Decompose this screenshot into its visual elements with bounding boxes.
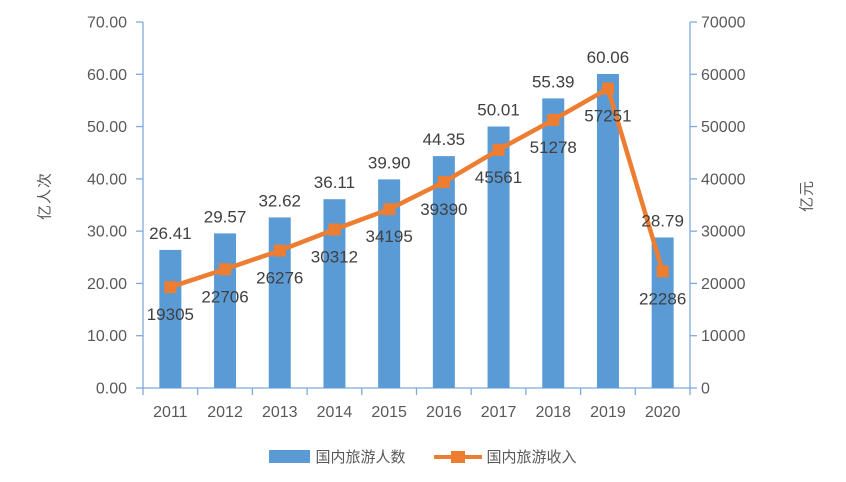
legend-item-bar-series: 国内旅游人数 (269, 446, 406, 467)
right-axis-tick-label: 50000 (701, 119, 746, 136)
line-value-label: 22706 (201, 287, 248, 306)
bar-value-label: 36.11 (314, 173, 355, 192)
legend-label-bar-series: 国内旅游人数 (315, 449, 406, 466)
line-value-label: 22286 (639, 289, 686, 308)
bar (651, 237, 674, 388)
line-marker (437, 176, 450, 189)
line-series-path (169, 86, 665, 290)
x-axis-label: 2013 (262, 404, 298, 421)
x-axis-label: 2012 (207, 404, 243, 421)
x-axis-label: 2014 (317, 404, 353, 421)
bar-value-label: 44.35 (423, 130, 466, 149)
left-axis-tick-label: 30.00 (87, 224, 127, 241)
line-marker (656, 265, 669, 278)
line-value-label: 19305 (147, 305, 194, 324)
bar (487, 126, 510, 389)
line-value-label: 39390 (420, 200, 467, 219)
right-axis-tick-label: 10000 (701, 328, 746, 345)
left-axis-tick-label: 60.00 (87, 67, 127, 84)
line-value-label: 30312 (311, 248, 358, 267)
right-axis-tick-label: 30000 (701, 224, 746, 241)
right-axis-tick-label: 20000 (701, 276, 746, 293)
bar-value-label: 32.62 (258, 191, 301, 210)
left-axis-tick-label: 0.00 (96, 381, 127, 398)
line-marker (383, 203, 396, 216)
line-value-label: 26276 (256, 269, 303, 288)
bar-value-label: 60.06 (587, 48, 630, 67)
bar (596, 73, 619, 389)
bar-value-label: 29.57 (204, 207, 247, 226)
left-axis-tick-label: 20.00 (87, 276, 127, 293)
right-axis-tick-label: 70000 (701, 15, 746, 32)
line-marker (328, 223, 341, 236)
line-value-label: 51278 (530, 138, 577, 157)
chart-legend: 国内旅游人数 国内旅游收入 (0, 446, 846, 467)
line-value-label: 45561 (475, 168, 522, 187)
bar (323, 199, 346, 388)
line-value-label: 57251 (584, 107, 631, 126)
line-marker (601, 82, 614, 95)
right-axis-tick-label: 60000 (701, 67, 746, 84)
left-axis-tick-label: 40.00 (87, 171, 127, 188)
line-marker (164, 281, 177, 294)
right-axis-tick-label: 0 (701, 381, 710, 398)
legend-label-line-series: 国内旅游收入 (486, 449, 577, 466)
line-series-swatch-icon (433, 450, 482, 464)
line-marker (492, 143, 505, 156)
left-axis-tick-label: 50.00 (87, 119, 127, 136)
x-axis-label: 2016 (426, 404, 462, 421)
right-axis-tick-label: 40000 (701, 171, 746, 188)
bar (378, 179, 401, 388)
bar (268, 217, 291, 388)
legend-item-line-series: 国内旅游收入 (433, 446, 577, 467)
x-axis-label: 2011 (153, 404, 188, 421)
bar-series-swatch-icon (269, 450, 311, 463)
bar-value-label: 50.01 (477, 101, 520, 120)
x-axis-label: 2015 (371, 404, 407, 421)
x-axis-label: 2019 (590, 404, 626, 421)
bar (432, 156, 455, 388)
left-axis-tick-label: 10.00 (87, 328, 127, 345)
line-value-label: 34195 (366, 227, 413, 246)
bar (214, 233, 237, 388)
x-axis-label: 2018 (535, 404, 571, 421)
line-marker (273, 244, 286, 257)
line-marker (219, 263, 232, 276)
bar-value-label: 28.79 (641, 211, 684, 230)
x-axis-label: 2017 (481, 404, 517, 421)
line-marker (547, 113, 560, 126)
bar-value-label: 55.39 (532, 72, 575, 91)
bar-value-label: 39.90 (368, 153, 411, 172)
left-axis-tick-label: 70.00 (87, 15, 127, 32)
x-axis-label: 2020 (645, 404, 681, 421)
bar-value-label: 26.41 (149, 224, 192, 243)
bar (542, 98, 565, 388)
left-axis-title: 亿人次 (36, 171, 54, 221)
right-axis-title: 亿元 (798, 179, 816, 213)
